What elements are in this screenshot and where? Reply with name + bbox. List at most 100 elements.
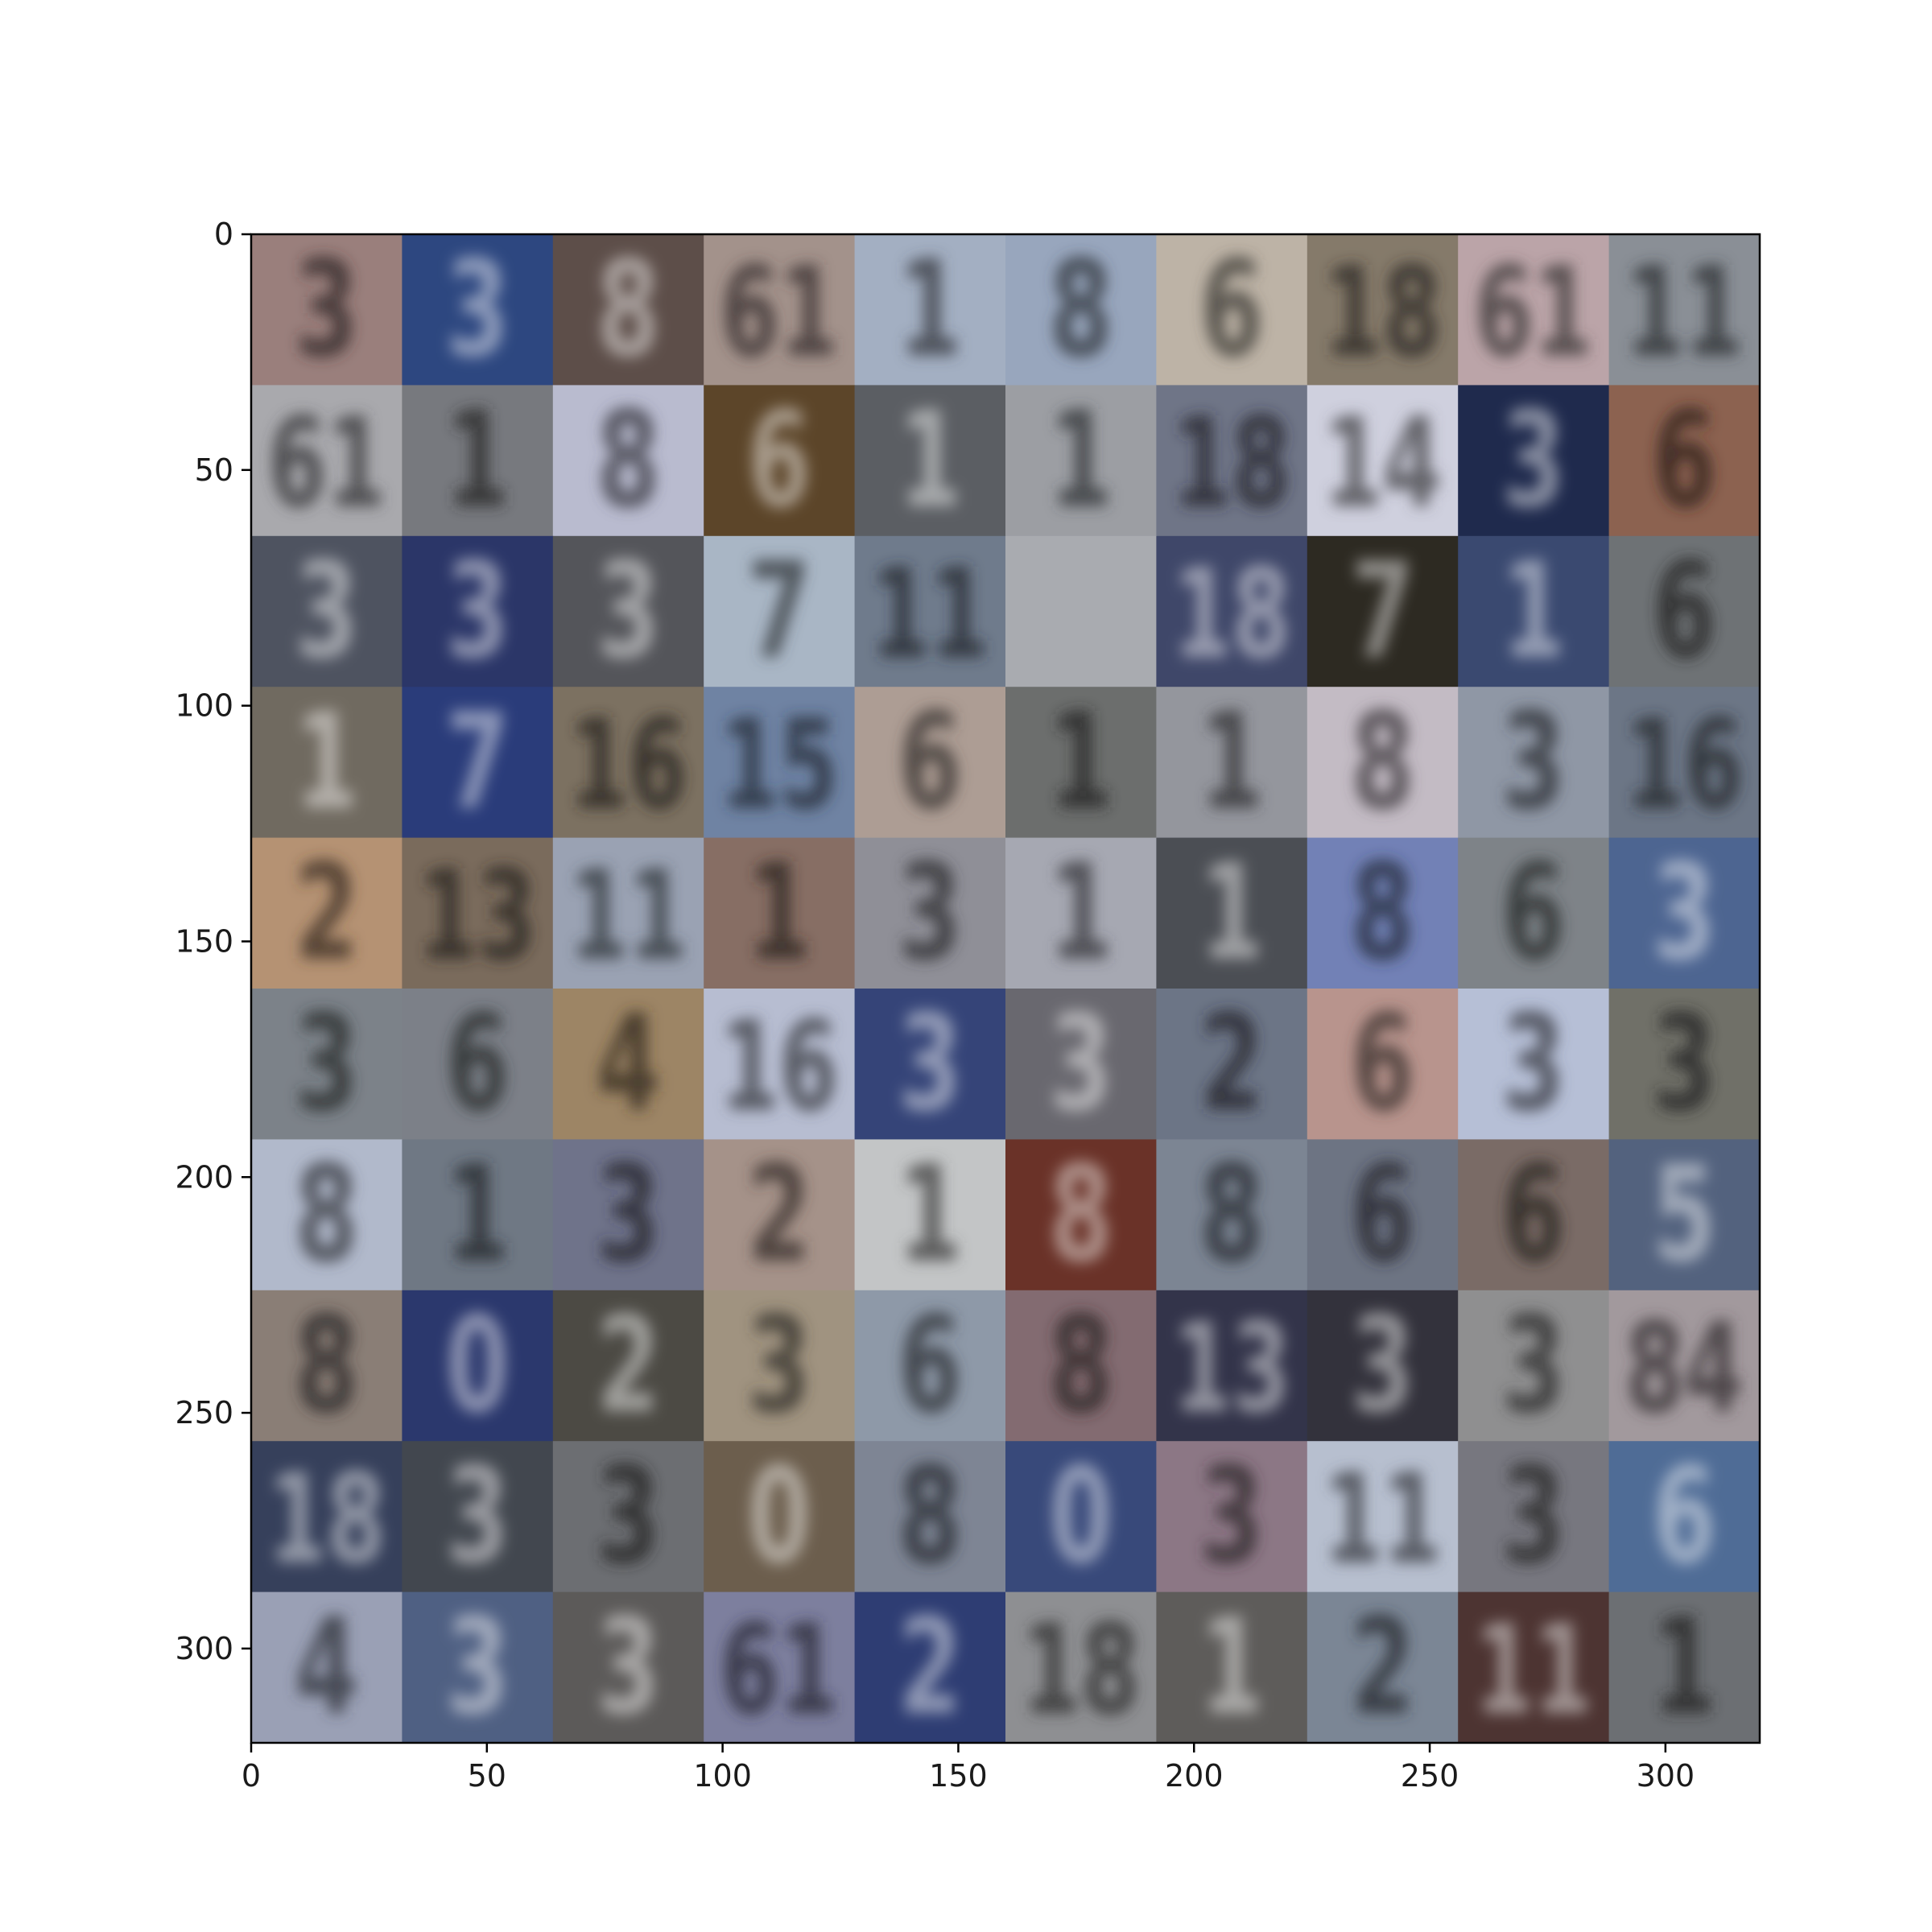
tile-r9-c4 xyxy=(854,1591,1006,1744)
tile-r9-c5 xyxy=(1005,1591,1157,1744)
tile-digit-r6-c8: 6 xyxy=(1502,1137,1566,1291)
tile-r3-c8 xyxy=(1458,687,1610,839)
tile-r3-c3 xyxy=(704,687,856,839)
tile-r2-c8 xyxy=(1458,535,1610,687)
tile-r1-c1 xyxy=(402,385,554,537)
tile-r9-c9 xyxy=(1608,1591,1761,1744)
tile-digit-r8-c8: 3 xyxy=(1502,1439,1566,1593)
tile-digit-r1-c5: 1 xyxy=(1049,382,1113,537)
tile-digit-r8-c6: 3 xyxy=(1200,1439,1264,1593)
tile-digit-r3-c7: 8 xyxy=(1351,684,1414,839)
tile-r8-c3 xyxy=(704,1441,856,1593)
tile-digit-r3-c9: 16 xyxy=(1625,693,1743,837)
tile-r6-c2 xyxy=(552,1139,704,1291)
tile-digit-r0-c7: 18 xyxy=(1323,241,1441,385)
tile-digit-r0-c1: 3 xyxy=(446,232,510,386)
tile-digit-r0-c0: 3 xyxy=(295,232,358,386)
tile-r7-c1 xyxy=(402,1290,554,1442)
tile-digit-r4-c5: 1 xyxy=(1049,836,1113,990)
image-tiles xyxy=(251,234,1761,1744)
tile-digit-r5-c1: 6 xyxy=(446,986,510,1141)
tile-digit-r4-c6: 1 xyxy=(1200,836,1264,990)
tile-r8-c7 xyxy=(1307,1441,1459,1593)
tile-digit-r1-c3: 6 xyxy=(748,382,811,537)
tile-digit-r8-c1: 3 xyxy=(446,1439,510,1593)
tile-digit-r7-c2: 2 xyxy=(597,1288,660,1443)
tile-r8-c6 xyxy=(1156,1441,1308,1593)
y-axis: 0 50 100 150 200 250 300 xyxy=(175,217,251,1666)
tile-digit-r5-c8: 3 xyxy=(1502,986,1566,1141)
tile-r4-c9 xyxy=(1608,837,1761,989)
tile-r6-c8 xyxy=(1458,1139,1610,1291)
tile-digit-r8-c9: 6 xyxy=(1653,1439,1716,1593)
tile-digit-r2-c8: 1 xyxy=(1502,534,1566,688)
tile-digit-r0-c5: 8 xyxy=(1049,232,1113,386)
tile-digit-r2-c0: 3 xyxy=(295,534,358,688)
tile-r4-c6 xyxy=(1156,837,1308,989)
tile-digit-r4-c3: 1 xyxy=(748,836,811,990)
tile-digit-r4-c2: 11 xyxy=(569,844,687,989)
tile-digit-r0-c8: 61 xyxy=(1475,241,1592,385)
tile-r5-c9 xyxy=(1608,989,1761,1140)
tile-r0-c6 xyxy=(1156,234,1308,386)
tile-digit-r9-c4: 2 xyxy=(898,1590,962,1744)
y-tick-label: 250 xyxy=(175,1395,233,1430)
y-tick-label: 300 xyxy=(175,1631,233,1666)
tile-r4-c4 xyxy=(854,837,1006,989)
tile-digit-r9-c1: 3 xyxy=(446,1590,510,1744)
tile-r7-c5 xyxy=(1005,1290,1157,1442)
tile-digit-r3-c4: 6 xyxy=(898,684,962,839)
tile-r3-c5 xyxy=(1005,687,1157,839)
tile-digit-r4-c7: 8 xyxy=(1351,836,1414,990)
tile-r1-c8 xyxy=(1458,385,1610,537)
tile-digit-r5-c3: 16 xyxy=(720,995,838,1139)
tile-r4-c3 xyxy=(704,837,856,989)
tile-digit-r7-c6: 13 xyxy=(1173,1297,1290,1441)
tile-digit-r8-c5: 0 xyxy=(1049,1439,1113,1593)
tile-r1-c2 xyxy=(552,385,704,537)
tile-digit-r7-c5: 8 xyxy=(1049,1288,1113,1443)
tile-r7-c6 xyxy=(1156,1290,1308,1442)
tile-r4-c0 xyxy=(251,837,402,989)
tile-r5-c4 xyxy=(854,989,1006,1140)
tile-digit-r9-c7: 2 xyxy=(1351,1590,1414,1744)
tile-r2-c4 xyxy=(854,535,1006,687)
tile-r3-c0 xyxy=(251,687,402,839)
tile-digit-r4-c8: 6 xyxy=(1502,836,1566,990)
tile-r8-c2 xyxy=(552,1441,704,1593)
tile-digit-r3-c0: 1 xyxy=(295,684,358,839)
tile-r6-c9 xyxy=(1608,1139,1761,1291)
tile-digit-r5-c4: 3 xyxy=(898,986,962,1141)
tile-digit-r7-c7: 3 xyxy=(1351,1288,1414,1443)
tile-r1-c5 xyxy=(1005,385,1157,537)
tile-digit-r6-c2: 3 xyxy=(597,1137,660,1291)
tile-digit-r3-c3: 15 xyxy=(720,693,838,837)
tile-digit-r3-c1: 7 xyxy=(446,684,510,839)
tile-digit-r9-c0: 4 xyxy=(295,1590,358,1744)
tile-r6-c4 xyxy=(854,1139,1006,1291)
tile-r4-c1 xyxy=(402,837,554,989)
tile-digit-r6-c1: 1 xyxy=(446,1137,510,1291)
tile-digit-r4-c1: 13 xyxy=(419,844,536,989)
tile-digit-r7-c3: 3 xyxy=(748,1288,811,1443)
x-tick-label: 200 xyxy=(1165,1758,1224,1794)
tile-r4-c2 xyxy=(552,837,704,989)
tile-r2-c3 xyxy=(704,535,856,687)
tile-r9-c1 xyxy=(402,1591,554,1744)
tile-r1-c7 xyxy=(1307,385,1459,537)
tile-r9-c7 xyxy=(1307,1591,1459,1744)
tile-r5-c8 xyxy=(1458,989,1610,1140)
plot-frame xyxy=(250,233,1761,1744)
tile-digit-r3-c8: 3 xyxy=(1502,684,1566,839)
tile-digit-r4-c4: 3 xyxy=(898,836,962,990)
tile-r1-c4 xyxy=(854,385,1006,537)
tile-digit-r8-c4: 8 xyxy=(898,1439,962,1593)
y-tick-label: 0 xyxy=(214,217,233,252)
tile-digit-r9-c8: 11 xyxy=(1475,1599,1592,1743)
tile-r4-c8 xyxy=(1458,837,1610,989)
tile-digit-r2-c9: 6 xyxy=(1653,534,1716,688)
tile-digit-r9-c9: 1 xyxy=(1653,1590,1716,1744)
tile-digit-r1-c9: 6 xyxy=(1653,382,1716,537)
